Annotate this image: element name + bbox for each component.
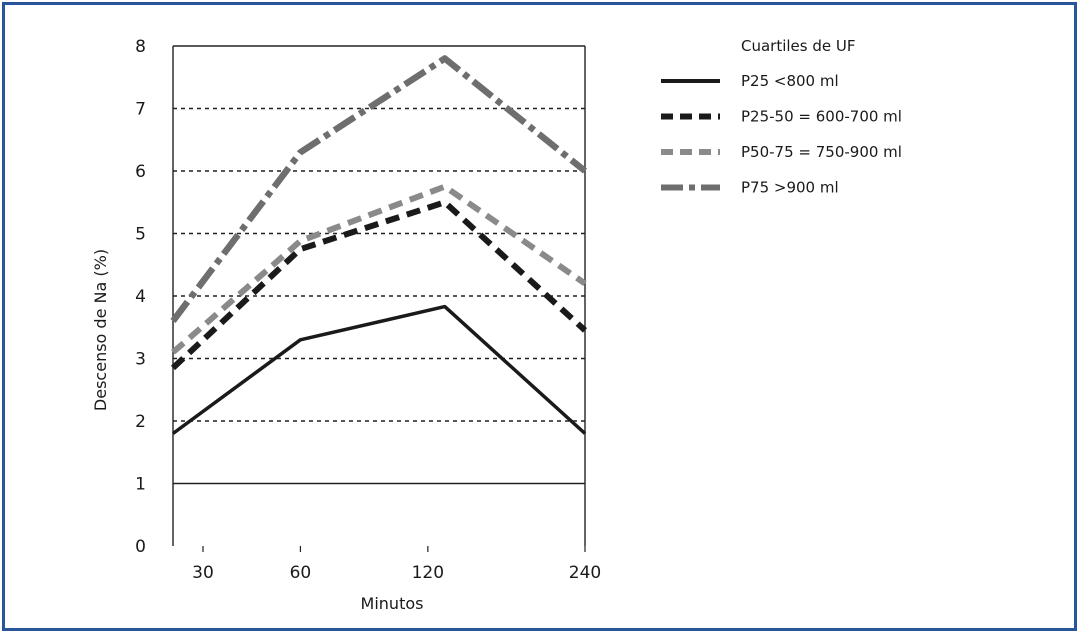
x-tick-label: 30 xyxy=(192,563,214,583)
y-tick-label: 4 xyxy=(135,287,146,307)
y-tick-label: 1 xyxy=(135,475,146,495)
y-tick-label: 2 xyxy=(135,412,146,432)
y-tick-label: 6 xyxy=(135,162,146,182)
legend-label-1: P25 <800 ml xyxy=(741,72,839,90)
x-tick-labels: 30 60 120 240 xyxy=(192,546,601,583)
y-tick-labels: 0 1 2 3 4 5 6 7 8 xyxy=(135,37,146,557)
y-tick-label: 7 xyxy=(135,100,146,120)
grid-lines xyxy=(173,45,585,485)
x-axis-title: Minutos xyxy=(361,594,424,613)
legend-title: Cuartiles de UF xyxy=(741,37,856,55)
axes xyxy=(172,46,586,546)
y-tick-label: 0 xyxy=(135,537,146,557)
y-tick-label: 8 xyxy=(135,37,146,57)
series-lines xyxy=(170,55,588,435)
legend-label-2: P25-50 = 600-700 ml xyxy=(741,108,902,126)
series-line-3 xyxy=(171,183,587,355)
x-tick-label: 120 xyxy=(412,563,444,583)
series-line-1 xyxy=(171,304,587,435)
series-line-2 xyxy=(170,199,588,371)
legend: Cuartiles de UF P25 <800 ml P25-50 = 600-… xyxy=(661,37,902,197)
y-tick-label: 5 xyxy=(135,225,146,245)
x-tick-label: 240 xyxy=(569,563,601,583)
y-axis-title: Descenso de Na (%) xyxy=(91,249,110,411)
legend-label-3: P50-75 = 750-900 ml xyxy=(741,143,902,161)
legend-label-4: P75 >900 ml xyxy=(741,179,839,197)
series-line-4 xyxy=(170,55,588,323)
x-tick-label: 60 xyxy=(290,563,312,583)
y-tick-label: 3 xyxy=(135,350,146,370)
